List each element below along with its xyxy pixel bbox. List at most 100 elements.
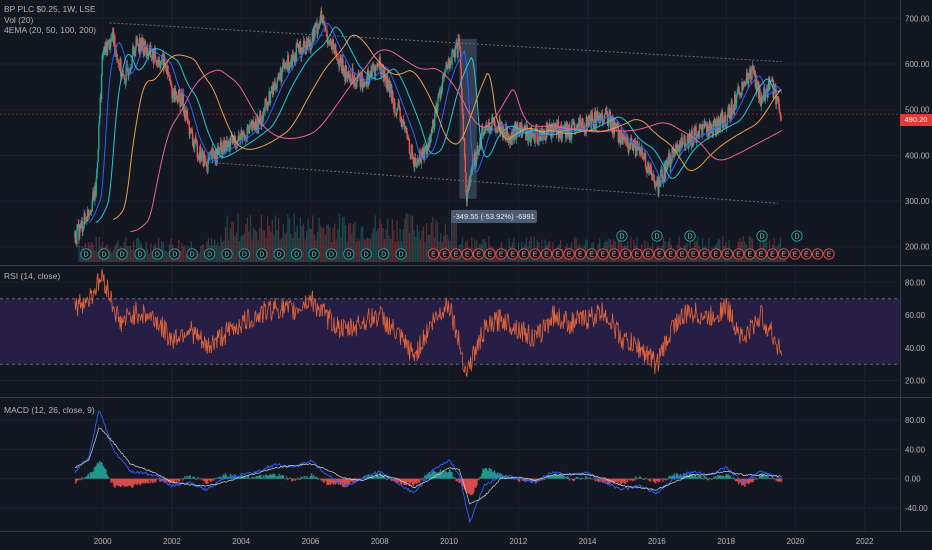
candle-body [156,61,159,66]
rsi-pane[interactable] [0,269,900,378]
dividend-marker[interactable]: D [273,248,285,260]
upper-trendline[interactable] [109,22,782,63]
macd-pane[interactable] [74,410,784,524]
dividend-marker[interactable]: D [684,230,696,242]
earnings-marker[interactable]: E [653,248,666,260]
dividend-marker[interactable]: D [203,248,216,260]
dividend-marker[interactable]: D [360,248,372,260]
dividend-marker[interactable]: D [151,248,164,260]
earnings-marker[interactable]: E [461,248,473,260]
volume-bar [271,220,273,262]
earnings-marker[interactable]: E [721,248,733,260]
earnings-marker[interactable]: E [800,248,812,260]
dividend-marker[interactable]: D [80,248,92,260]
dividend-marker[interactable]: D [98,248,110,260]
earnings-marker[interactable]: E [619,248,632,260]
macd-histogram-bar [625,478,628,481]
dividend-marker[interactable]: D [308,248,320,260]
lower-trendline[interactable] [206,161,779,204]
ema50-line[interactable] [95,26,782,223]
volume-bar [374,215,376,262]
earnings-marker[interactable]: E [427,248,440,260]
candle-body [320,11,323,22]
ema20-line[interactable] [88,22,782,223]
ema200-line[interactable] [130,49,782,232]
dividend-marker[interactable]: D [343,248,355,260]
earnings-marker[interactable]: E [766,248,779,260]
earnings-marker[interactable]: E [495,248,507,260]
earnings-marker[interactable]: E [608,248,620,260]
earnings-marker[interactable]: E [439,248,451,260]
macd-histogram-bar [723,477,725,479]
macd-legend[interactable]: MACD (12, 26, close, 9) [4,405,95,416]
ema-label[interactable]: 4EMA (20, 50, 100, 200) [4,25,97,35]
earnings-marker[interactable]: E [744,248,756,260]
ema100-line[interactable] [112,34,782,220]
signal-line[interactable] [74,427,782,505]
earnings-marker[interactable]: E [698,248,711,260]
dividend-marker[interactable]: D [116,248,128,260]
earnings-marker[interactable]: E [574,248,586,260]
rsi-line[interactable] [74,269,782,378]
rsi-legend[interactable]: RSI (14, close) [4,271,60,282]
dividend-marker[interactable]: D [325,248,338,260]
price-pane[interactable] [0,6,900,262]
macd-histogram-bar [540,478,543,481]
macd-histogram-bar [75,478,78,482]
earnings-marker[interactable]: E [823,248,835,260]
candle-body [609,111,611,126]
measure-box[interactable] [459,38,477,199]
earnings-marker[interactable]: E [585,248,598,260]
candle-body [373,68,375,70]
earnings-marker[interactable]: E [450,248,462,260]
earnings-marker-circle [518,248,530,260]
earnings-marker[interactable]: E [676,248,688,260]
dividend-marker[interactable]: D [377,248,390,260]
dividend-marker[interactable]: D [290,248,303,260]
dividend-marker[interactable]: D [186,248,198,260]
dividend-marker[interactable]: D [651,230,663,242]
macd-histogram-bar [557,475,559,479]
volume-bar [115,243,118,262]
earnings-marker[interactable]: E [540,248,553,260]
candle-body [85,218,87,222]
earnings-marker[interactable]: E [552,248,564,260]
candle-body [401,124,403,127]
earnings-marker[interactable]: E [518,248,530,260]
earnings-marker[interactable]: E [472,248,485,260]
candle-body [259,111,262,122]
earnings-marker[interactable]: E [597,248,609,260]
dividend-marker[interactable]: D [134,248,146,260]
earnings-marker[interactable]: E [484,248,496,260]
volume-label[interactable]: Vol (20) [4,14,34,25]
dividend-marker[interactable]: D [616,230,628,242]
earnings-marker[interactable]: E [778,248,790,260]
earnings-marker[interactable]: E [642,248,654,260]
earnings-marker[interactable]: E [563,248,575,260]
earnings-marker[interactable]: E [732,248,745,260]
dividend-marker[interactable]: D [238,248,251,260]
symbol-label[interactable]: BP PLC $0.25, 1W, LSE [4,4,96,14]
dividend-marker[interactable]: D [256,248,268,260]
macd-line[interactable] [74,410,782,524]
dividend-marker[interactable]: D [221,248,233,260]
earnings-marker[interactable]: E [687,248,699,260]
dividend-marker[interactable]: D [169,248,181,260]
dividend-marker[interactable]: D [395,248,407,260]
candle-body [414,157,417,165]
earnings-marker[interactable]: E [506,248,519,260]
earnings-marker[interactable]: E [529,248,541,260]
earnings-marker[interactable]: E [631,248,643,260]
earnings-marker[interactable]: E [755,248,767,260]
earnings-marker[interactable]: E [789,248,801,260]
earnings-marker[interactable]: E [665,248,677,260]
earnings-marker[interactable]: E [710,248,722,260]
earnings-marker[interactable]: E [811,248,824,260]
candle-body [477,145,479,155]
candle-body [82,230,84,232]
macd-histogram-bar [252,477,255,479]
dividend-marker[interactable]: D [791,230,803,242]
dividend-marker[interactable]: D [756,230,768,242]
